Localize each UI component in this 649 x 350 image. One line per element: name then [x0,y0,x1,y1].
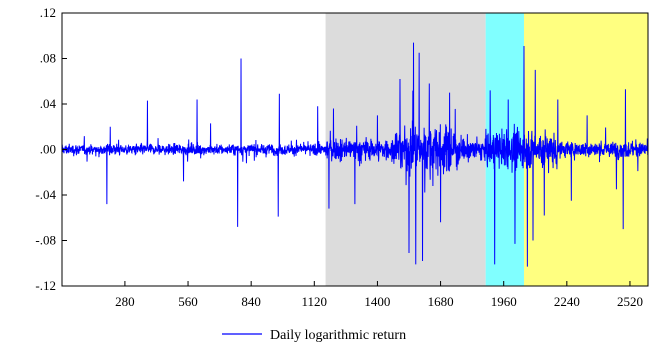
series-line-daily-logarithmic-return [61,42,649,267]
x-tick-label: 1400 [364,294,390,309]
x-tick-label: 560 [178,294,198,309]
chart-legend: Daily logarithmic return [222,328,406,343]
x-tick-label: 2240 [554,294,580,309]
y-tick-label: .08 [40,51,56,66]
series-layer [61,42,649,267]
axes-layer: .12 .08 .04 .00 -.04 -.08 -.12 280 560 840 1120 140… [35,5,649,309]
x-tick-label: 1960 [491,294,517,309]
y-tick-label: -.12 [35,278,56,293]
y-tick-label: .00 [40,142,56,157]
x-tick-label: 840 [241,294,261,309]
x-tick-label: 1120 [302,294,328,309]
y-tick-label: -.04 [35,187,56,202]
x-tick-label: 2520 [617,294,643,309]
legend-label-daily-logarithmic-return: Daily logarithmic return [270,328,406,343]
x-tick-label: 280 [115,294,135,309]
y-tick-label: .04 [40,96,57,111]
y-tick-label: -.08 [35,233,56,248]
x-tick-label: 1680 [428,294,454,309]
y-tick-label: .12 [40,5,56,20]
